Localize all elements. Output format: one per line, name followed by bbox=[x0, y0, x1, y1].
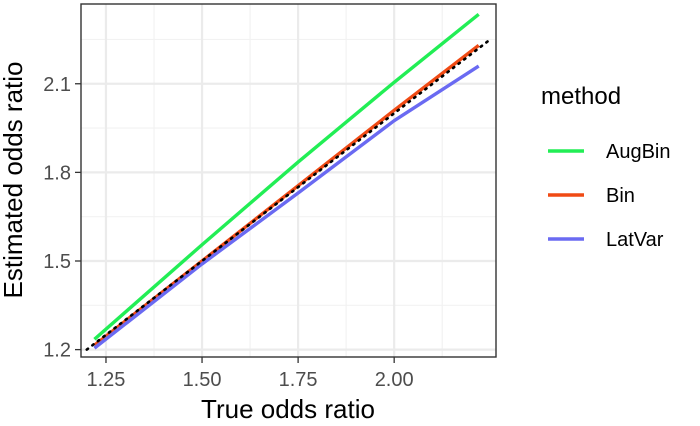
series-line-augbin bbox=[93, 13, 480, 341]
legend-items: AugBin Bin LatVar bbox=[548, 141, 671, 251]
grid-major bbox=[81, 4, 496, 357]
x-tick-label-0: 1.25 bbox=[87, 369, 126, 391]
y-tick-label-3: 2.1 bbox=[43, 74, 71, 96]
y-tick-label-0: 1.2 bbox=[43, 340, 71, 362]
y-axis-ticks: 1.2 1.5 1.8 2.1 bbox=[43, 74, 81, 362]
legend: method AugBin Bin LatVar bbox=[541, 83, 671, 251]
reference-line bbox=[85, 38, 492, 351]
series-line-latvar bbox=[93, 64, 480, 350]
legend-label-bin: Bin bbox=[606, 185, 635, 207]
x-tick-label-2: 1.75 bbox=[279, 369, 318, 391]
x-tick-label-3: 2.00 bbox=[375, 369, 414, 391]
plot-panel-background bbox=[81, 4, 496, 357]
y-tick-label-1: 1.5 bbox=[43, 251, 71, 273]
reference-line-group bbox=[85, 38, 492, 351]
legend-label-augbin: AugBin bbox=[606, 141, 671, 163]
legend-title: method bbox=[541, 83, 621, 110]
x-tick-label-1: 1.50 bbox=[183, 369, 222, 391]
plot-panel-border bbox=[80, 3, 497, 358]
legend-label-latvar: LatVar bbox=[606, 229, 664, 251]
x-axis-title: True odds ratio bbox=[201, 394, 375, 421]
y-tick-label-2: 1.8 bbox=[43, 162, 71, 184]
x-axis-ticks: 1.25 1.50 1.75 2.00 bbox=[87, 357, 414, 391]
y-axis-title: Estimated odds ratio bbox=[0, 61, 28, 298]
